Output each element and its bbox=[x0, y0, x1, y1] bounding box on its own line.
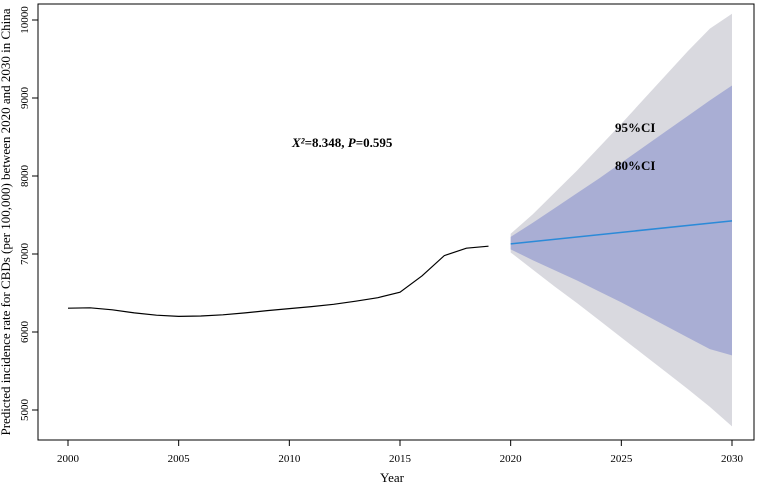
observed-line bbox=[67, 245, 489, 318]
y-tick-label: 9000 bbox=[19, 87, 31, 110]
ci95-label: 95%CI bbox=[615, 120, 655, 135]
chi-square-label: X² bbox=[291, 135, 306, 150]
y-tick-label: 10000 bbox=[19, 6, 31, 34]
x-axis-title: Year bbox=[380, 470, 405, 485]
x-axis: 2000 2005 2010 2015 2020 2025 2030 bbox=[57, 440, 744, 465]
chi-square-value: =8.348, bbox=[305, 135, 348, 150]
plot-frame bbox=[37, 3, 755, 441]
x-tick-label: 2005 bbox=[168, 453, 191, 465]
y-axis-title: Predicted incidence rate for CBDs (per 1… bbox=[0, 8, 13, 435]
p-value: =0.595 bbox=[356, 135, 393, 150]
ci-band-80 bbox=[510, 85, 732, 356]
x-tick-label: 2010 bbox=[278, 453, 301, 465]
forecast-line bbox=[510, 220, 733, 245]
y-axis: 5000 6000 7000 8000 9000 10000 bbox=[19, 6, 38, 421]
y-tick-label: 5000 bbox=[19, 399, 31, 422]
y-tick-label: 6000 bbox=[19, 321, 31, 344]
x-tick-label: 2000 bbox=[57, 453, 80, 465]
y-tick-label: 8000 bbox=[19, 165, 31, 188]
confidence-bands bbox=[510, 13, 732, 427]
x-tick-label: 2030 bbox=[721, 453, 744, 465]
x-tick-label: 2015 bbox=[389, 453, 412, 465]
p-label: P bbox=[348, 135, 357, 150]
stat-annotation: X²=8.348, P=0.595 bbox=[291, 135, 393, 150]
ci80-label: 80%CI bbox=[615, 158, 655, 173]
x-tick-label: 2020 bbox=[500, 453, 523, 465]
x-tick-label: 2025 bbox=[610, 453, 633, 465]
y-tick-label: 7000 bbox=[19, 243, 31, 266]
